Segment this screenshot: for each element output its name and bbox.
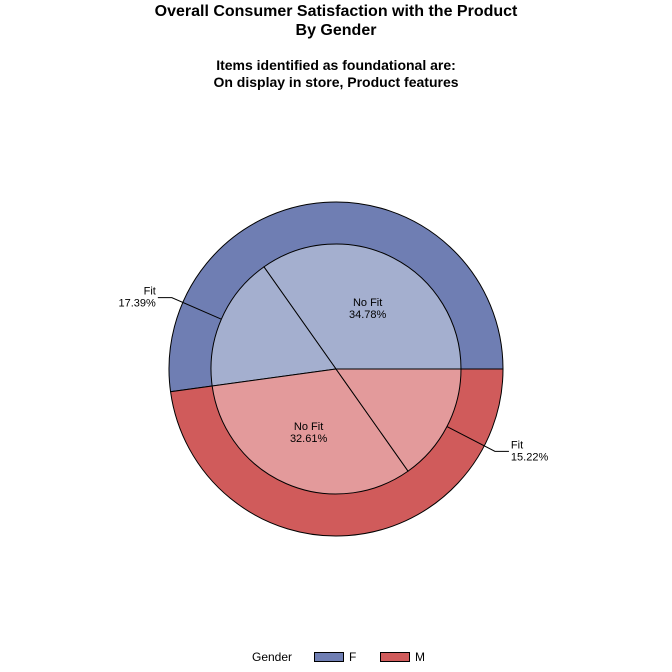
label-f-no-fit-value: 34.78% [349,309,387,321]
legend-title: Gender [252,650,293,664]
inner-slice-f-no-fit [263,243,462,370]
label-m-no-fit-value: 32.61% [290,433,328,445]
title-line-2: By Gender [295,22,377,39]
label-m-fit-value: 15.22% [511,451,549,463]
label-f-no-fit-name: No Fit [353,297,382,309]
legend-label-f: F [349,650,357,664]
subtitle-line-1: Items identified as foundational are: [216,57,456,73]
label-f-fit-value: 17.39% [119,298,157,310]
inner-slice-m-fit [335,368,462,472]
label-m-fit-name: Fit [511,439,523,451]
inner-pie [210,243,462,495]
title-line-1: Overall Consumer Satisfaction with the P… [154,3,518,20]
legend-swatch-f [314,652,344,662]
chart-title: Overall Consumer Satisfaction with the P… [0,2,672,40]
inner-slice-m-no-fit [211,368,409,495]
subtitle-line-2: On display in store, Product features [213,74,459,90]
label-m-no-fit-name: No Fit [294,421,323,433]
inner-slice-f-fit [210,266,337,387]
legend-swatch-m [380,652,410,662]
label-m-fit-leader [446,426,509,452]
legend: Gender F M [0,650,672,666]
label-f-fit-leader [157,297,222,320]
label-f-fit-name: Fit [144,286,156,298]
chart-subtitle: Items identified as foundational are: On… [0,57,672,91]
legend-label-m: M [415,650,425,664]
